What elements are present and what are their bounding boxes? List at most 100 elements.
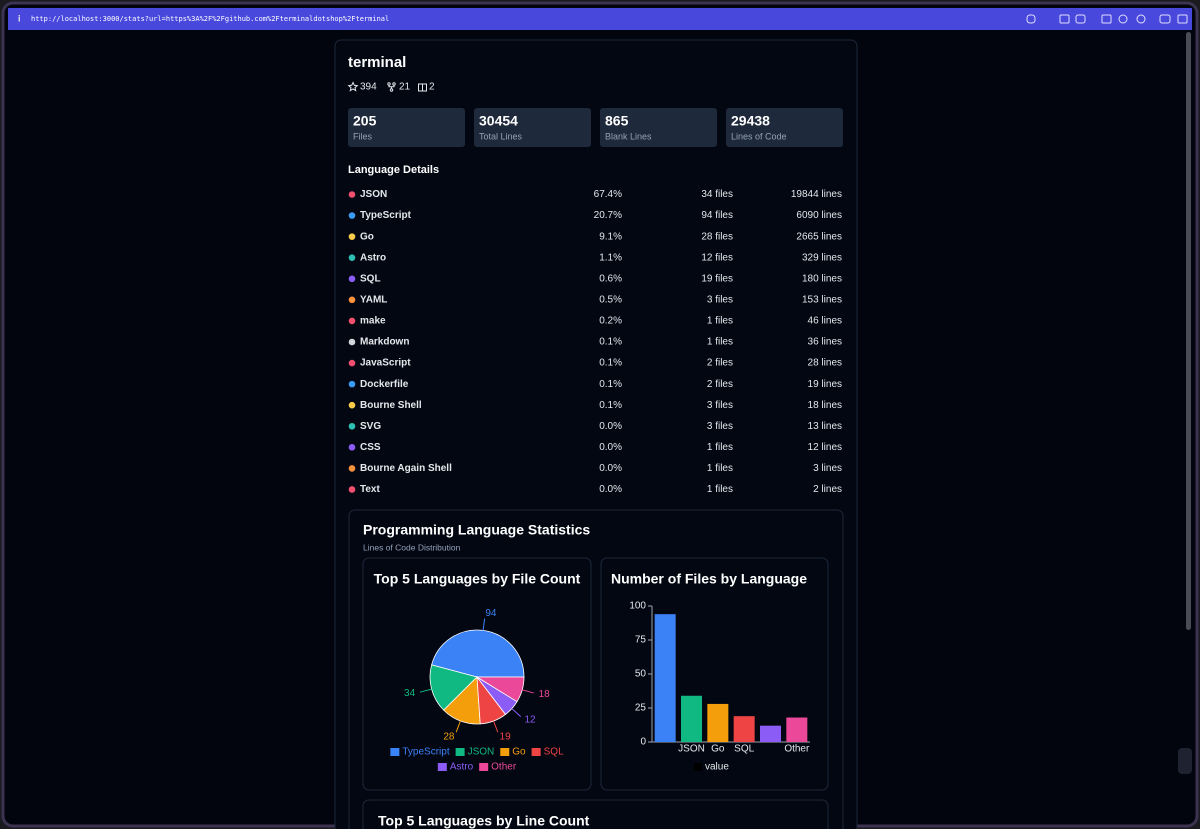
legend-label: Other <box>491 762 517 773</box>
language-percent: 0.0% <box>599 442 622 453</box>
line-count-card <box>362 799 829 829</box>
leader-line <box>455 720 461 733</box>
language-dot <box>348 444 356 451</box>
language-lines: 6090 lines <box>796 210 842 221</box>
language-lines: 3 lines <box>813 463 842 474</box>
bar <box>654 614 676 742</box>
legend-swatch <box>500 748 510 756</box>
y-tick-label: 100 <box>629 601 646 612</box>
statistics-subtitle: Lines of Code Distribution <box>363 542 461 552</box>
stat-value: 30454 <box>479 113 518 129</box>
y-tick-label: 50 <box>635 669 647 680</box>
language-dot <box>348 465 356 472</box>
pie-label: 94 <box>485 608 497 619</box>
language-dot <box>348 486 356 493</box>
language-lines: 2665 lines <box>796 231 842 242</box>
language-name: TypeScript <box>360 210 412 221</box>
language-lines: 19 lines <box>808 379 842 390</box>
pie-slice <box>475 676 525 703</box>
leader-line <box>493 720 499 733</box>
stat-box <box>348 108 465 147</box>
language-dot <box>348 422 356 430</box>
language-files: 28 files <box>701 231 733 242</box>
legend-swatch <box>455 748 465 756</box>
language-files: 2 files <box>707 379 733 390</box>
scrollbar[interactable] <box>1186 32 1191 630</box>
language-dot <box>348 254 356 262</box>
legend-label: JSON <box>468 747 495 758</box>
language-dot <box>348 212 356 219</box>
pie-label: 28 <box>443 732 455 743</box>
language-dot <box>348 275 356 283</box>
language-dot <box>348 296 356 304</box>
legend-label: Go <box>512 747 526 758</box>
legend-label: Astro <box>450 762 474 773</box>
stat-value: 865 <box>605 113 629 129</box>
stat-label: Lines of Code <box>731 131 787 141</box>
bar <box>707 703 729 742</box>
language-files: 1 files <box>707 484 733 495</box>
language-percent: 1.1% <box>599 252 622 263</box>
language-percent: 0.1% <box>599 379 622 390</box>
toolbar-icons[interactable] <box>1026 14 1188 24</box>
leader-line <box>419 688 432 693</box>
leader-line <box>511 708 522 717</box>
legend-label: TypeScript <box>402 747 449 758</box>
language-files: 1 files <box>707 463 733 474</box>
y-tick-label: 75 <box>635 635 647 646</box>
language-percent: 0.0% <box>599 463 622 474</box>
language-percent: 67.4% <box>594 189 622 200</box>
stat-box <box>600 108 717 147</box>
language-lines: 18 lines <box>808 400 842 411</box>
language-files: 94 files <box>701 210 733 221</box>
language-percent: 0.1% <box>599 358 622 369</box>
stat-value: 205 <box>353 113 377 129</box>
leader-line <box>482 618 486 631</box>
x-tick-label: SQL <box>734 744 754 755</box>
language-percent: 0.0% <box>599 484 622 495</box>
language-files: 1 files <box>707 316 733 327</box>
language-files: 34 files <box>701 189 733 200</box>
stat-value: 29438 <box>731 113 770 129</box>
x-tick-label: Go <box>711 744 725 755</box>
stars: 394 <box>360 82 377 93</box>
info-icon: i <box>18 13 21 23</box>
language-dot <box>348 380 356 388</box>
language-lines: 329 lines <box>802 252 842 263</box>
pie-slice <box>429 664 478 711</box>
language-files: 1 files <box>707 337 733 348</box>
language-dot <box>348 401 356 409</box>
stat-box <box>474 108 591 147</box>
language-percent: 9.1% <box>599 231 622 242</box>
language-percent: 0.6% <box>599 273 622 284</box>
language-dot <box>348 191 356 198</box>
language-lines: 28 lines <box>808 358 842 369</box>
language-lines: 46 lines <box>808 316 842 327</box>
side-handle[interactable] <box>1178 748 1192 774</box>
y-tick-label: 0 <box>640 737 646 748</box>
language-name: Text <box>360 484 380 495</box>
address-bar[interactable] <box>8 8 1192 30</box>
language-percent: 20.7% <box>594 210 622 221</box>
language-dot <box>348 317 356 325</box>
url: http://localhost:3000/stats?url=https%3A… <box>31 15 389 23</box>
language-lines: 19844 lines <box>791 189 842 200</box>
legend-swatch <box>479 763 489 771</box>
language-files: 1 files <box>707 442 733 453</box>
language-files: 2 files <box>707 358 733 369</box>
pie-label: 18 <box>539 689 551 700</box>
language-files: 3 files <box>707 294 733 305</box>
language-files: 3 files <box>707 400 733 411</box>
books: 2 <box>429 82 435 93</box>
legend-label: value <box>705 762 729 773</box>
language-name: JavaScript <box>360 358 411 369</box>
repo-icons <box>347 81 427 92</box>
legend-swatch <box>390 748 400 756</box>
card-title: Top 5 Languages by Line Count <box>378 813 590 829</box>
language-name: SVG <box>360 421 381 432</box>
language-lines: 13 lines <box>808 421 842 432</box>
language-name: Markdown <box>360 337 409 348</box>
language-percent: 0.2% <box>599 316 622 327</box>
language-lines: 2 lines <box>813 484 842 495</box>
language-percent: 0.1% <box>599 400 622 411</box>
